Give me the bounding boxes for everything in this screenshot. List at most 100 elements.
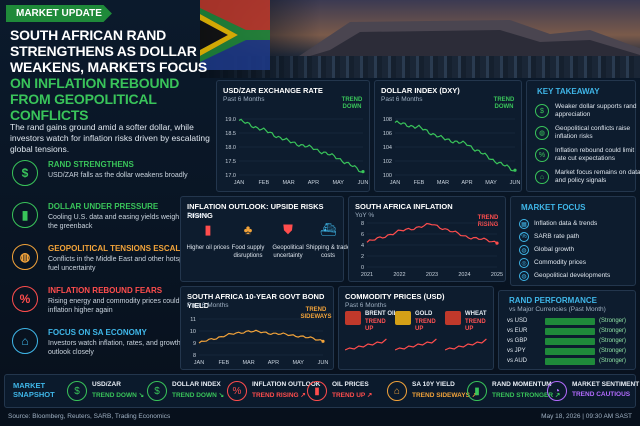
x-tick-label: JAN	[390, 180, 400, 186]
snapshot-value: TREND DOWN ↘	[172, 392, 225, 399]
focus-text: Geopolitical developments	[534, 272, 611, 279]
chart-icon: ▦	[519, 219, 529, 229]
commodity-item: GOLD TREND UP	[395, 311, 445, 361]
inflation-driver-text: Higher oil prices	[186, 245, 230, 251]
commodity-name: GOLD	[415, 311, 433, 317]
x-tick-label: MAR	[282, 180, 294, 186]
percent-icon: %	[227, 381, 247, 401]
rand-perf-label: vs GBP	[507, 338, 528, 344]
sa-inflation-trend: TREND RISING	[477, 215, 499, 228]
x-tick-label: MAY	[332, 180, 344, 186]
takeaway-item: ⌂ Market focus remains on data and policy…	[535, 169, 640, 193]
snapshot-item: $ USD/ZAR TREND DOWN ↘	[67, 379, 144, 405]
headline: SOUTH AFRICAN RAND STRENGTHENS AS DOLLAR…	[10, 27, 220, 123]
bond-trend: TREND SIDEWAYS	[300, 307, 332, 320]
gold-bars-icon	[395, 311, 411, 325]
series-line	[198, 329, 324, 344]
driver-title: RAND STRENGTHENS	[48, 160, 134, 169]
inflation-driver: ♣ Food supply disruptions	[225, 219, 271, 267]
x-tick-label: JUN	[358, 180, 369, 186]
driver-body: Rising energy and commodity prices could…	[48, 298, 197, 314]
x-tick-label: JAN	[234, 180, 244, 186]
snapshot-item: ▮ OIL PRICES TREND UP ↗	[307, 379, 383, 405]
percent-icon: %	[12, 286, 38, 312]
driver-body: Conflicts in the Middle East and other h…	[48, 256, 193, 272]
snapshot-value: TREND SIDEWAYS ↗	[412, 392, 478, 399]
y-tick-label: 8	[361, 221, 364, 227]
driver-item: $ RAND STRENGTHENS USD/ZAR falls as the do…	[8, 160, 198, 198]
y-tick-label: 17.5	[225, 159, 236, 165]
world-icon: ◍	[519, 271, 529, 281]
x-tick-label: JUN	[510, 180, 521, 186]
headline-green: ON INFLATION REBOUND FROM GEOPOLITICAL C…	[10, 75, 180, 123]
driver-body: USD/ZAR falls as the dollar weakens broa…	[48, 172, 188, 179]
rand-perf-row: vs USD (Stronger)	[507, 317, 635, 327]
x-tick-label: 2021	[361, 272, 373, 278]
bar-chart-icon: ▮	[12, 202, 38, 228]
commodity-trend: TREND UP	[365, 319, 386, 332]
dxy-panel: DOLLAR INDEX (DXY) Past 6 Months TREND D…	[374, 80, 522, 192]
inflation-outlook-title: INFLATION OUTLOOK: UPSIDE RISKS RISING	[187, 202, 324, 220]
x-tick-label: FEB	[258, 180, 269, 186]
series-endpoint	[361, 170, 365, 174]
snapshot-item: ⌂ SA 10Y YIELD TREND SIDEWAYS ↗	[387, 379, 477, 405]
headline-white: SOUTH AFRICAN RAND STRENGTHENS AS DOLLAR…	[10, 27, 208, 75]
series-line	[366, 222, 498, 244]
usdzar-subtitle: Past 6 Months	[223, 96, 265, 103]
driver-title: DOLLAR UNDER PRESSURE	[48, 202, 159, 211]
snapshot-name: USD/ZAR	[92, 381, 121, 388]
rand-perf-status: (Stronger)	[599, 348, 627, 354]
rand-performance-panel: RAND PERFORMANCE vs Major Currencies (Pa…	[498, 290, 636, 370]
sa-inflation-panel: SOUTH AFRICA INFLATION YoY % TREND RISIN…	[348, 196, 506, 282]
bank-icon: ⌂	[387, 381, 407, 401]
bank-icon: ⌂	[12, 328, 38, 354]
takeaway-text: Inflation rebound could limit rate cut e…	[555, 147, 635, 162]
takeaway-item: ◍ Geopolitical conflicts raise inflation …	[535, 125, 640, 149]
commodity-item: BRENT OIL TREND UP	[345, 311, 397, 361]
rand-perf-status: (Stronger)	[599, 338, 627, 344]
y-tick-label: 10	[190, 329, 196, 335]
rand-perf-label: vs JPY	[507, 348, 526, 354]
percent-icon: %	[535, 148, 549, 162]
y-tick-label: 2	[361, 254, 364, 260]
driver-item: % INFLATION REBOUND FEARS Rising energy an…	[8, 286, 198, 324]
dollar-icon: $	[147, 381, 167, 401]
inflation-driver-text: Food supply disruptions	[231, 245, 265, 259]
cape-town-hero-image	[200, 0, 640, 78]
inflation-driver-text: Shipping & trade costs	[305, 245, 351, 259]
grain-icon: ♣	[243, 222, 253, 237]
inflation-driver-text: Geopolitical uncertainty	[272, 245, 304, 259]
focus-text: Commodity prices	[534, 259, 587, 266]
usdzar-trend: TREND DOWN	[341, 97, 363, 110]
x-tick-label: FEB	[218, 360, 229, 366]
usdzar-panel: USD/ZAR EXCHANGE RATE Past 6 Months TREN…	[216, 80, 370, 192]
commodity-trend: TREND UP	[465, 319, 486, 332]
driver-item: ⌂ FOCUS ON SA ECONOMY Investors watch infl…	[8, 328, 198, 366]
x-tick-label: MAR	[242, 360, 254, 366]
rand-perf-status: (Stronger)	[599, 318, 627, 324]
inflation-driver: ⛴ Shipping & trade costs	[305, 219, 351, 267]
rand-performance-title: RAND PERFORMANCE	[509, 296, 597, 305]
snapshot-value: TREND UP ↗	[332, 392, 373, 399]
x-tick-label: MAY	[292, 360, 304, 366]
rand-perf-label: vs USD	[507, 318, 528, 324]
oil-barrel-icon: ▮	[307, 381, 327, 401]
series-endpoint	[495, 241, 499, 245]
y-tick-label: 104	[383, 145, 392, 151]
snapshot-item: ▮ RAND MOMENTUM TREND STRONGER ↗	[467, 379, 560, 405]
globe-icon: ◍	[535, 126, 549, 140]
snapshot-value: TREND CAUTIOUS	[572, 391, 631, 398]
takeaway-item: $ Weaker dollar supports rand appreciatio…	[535, 103, 640, 127]
dollar-icon: $	[67, 381, 87, 401]
shield-icon: ⛊	[283, 222, 293, 237]
snapshot-name: OIL PRICES	[332, 381, 369, 388]
bond-title: SOUTH AFRICA 10-YEAR GOVT BOND YIELD	[187, 292, 325, 310]
commodity-name: WHEAT	[465, 311, 487, 317]
usdzar-title: USD/ZAR EXCHANGE RATE	[223, 86, 323, 95]
market-snapshot-bar: MARKET SNAPSHOT $ USD/ZAR TREND DOWN ↘ $ DOL…	[4, 374, 639, 408]
commodity-sparkline	[445, 338, 487, 351]
commodity-sparkline	[345, 338, 387, 351]
